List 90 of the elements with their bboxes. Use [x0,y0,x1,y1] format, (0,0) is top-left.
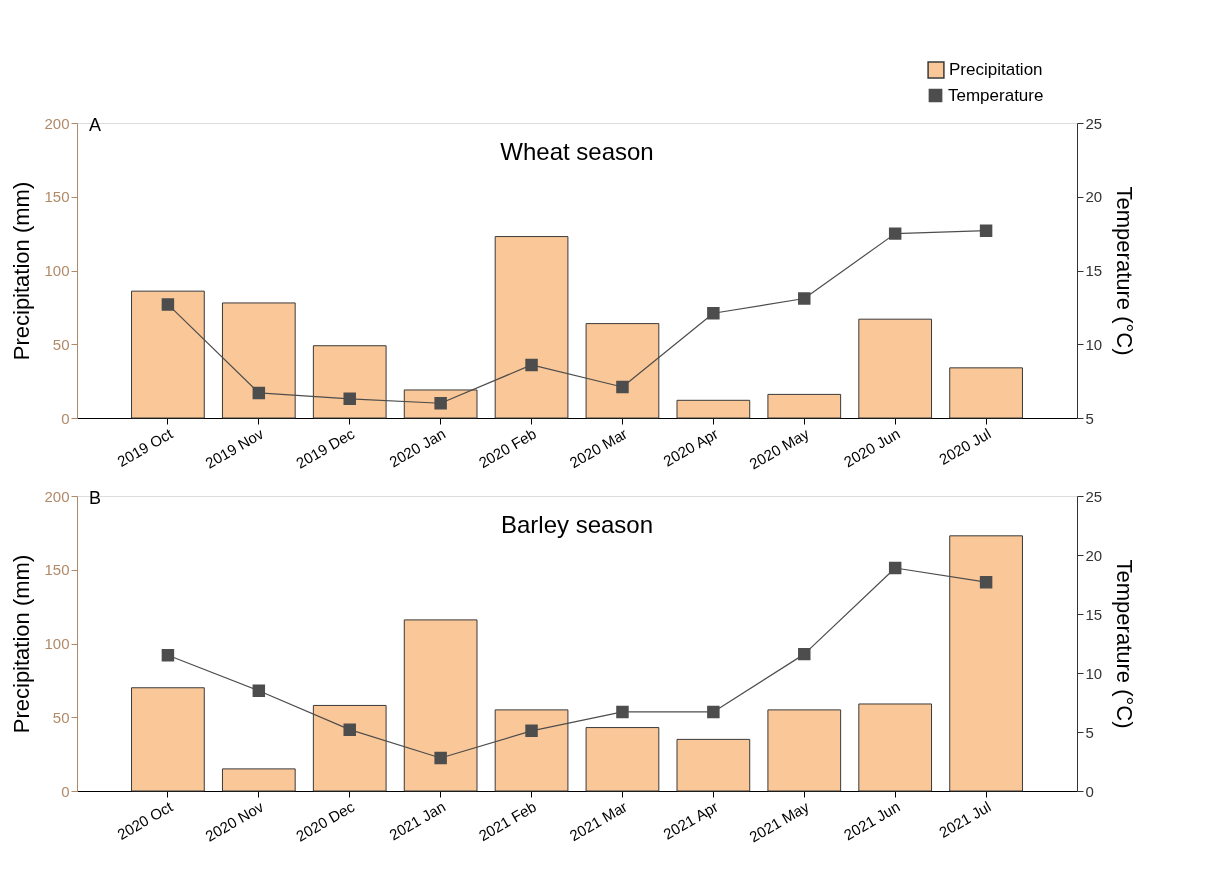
x-tick-label: 2021 Jun [840,797,903,844]
x-tick-label: 2020 Jun [840,424,903,471]
y-tick-label: 150 [44,561,70,579]
bar [858,318,933,419]
y-tick-label: 100 [44,262,70,279]
bar [221,768,296,792]
y-axis-title: Precipitation (mm) [9,181,35,361]
x-tick-label: 2021 Feb [475,797,540,845]
bar [949,535,1023,792]
bar [585,727,660,792]
y-tick-label: 100 [44,635,70,652]
bar [676,738,751,792]
point [252,386,266,400]
bar [949,367,1023,419]
bar [494,236,569,419]
point [525,724,538,738]
y-tick-label: 0 [61,782,70,800]
point [798,292,811,305]
x-tick-label: 2021 Jul [935,797,994,841]
y2-tick-label: 25 [1085,114,1103,132]
bar [312,345,387,419]
x-tick-label: 2021 Jan [386,797,449,844]
x-tick-label: 2019 Dec [293,424,358,472]
point [707,307,720,320]
y2-tick-label: 5 [1085,409,1094,427]
y2-tick-label: 20 [1085,188,1103,206]
bar [131,290,205,419]
x-tick-label: 2020 Mar [566,424,630,472]
y2-axis-title: Temperature (°C) [1112,559,1138,729]
x-tick-label: 2019 Oct [114,424,177,470]
y-tick-label: 50 [52,335,70,353]
y2-tick-label: 25 [1085,487,1103,505]
x-tick-label: 2020 Jan [386,424,449,471]
point [434,397,447,410]
point [161,649,175,662]
point [888,227,902,240]
point [616,705,629,719]
bar [221,302,296,419]
point [161,298,175,311]
bar [494,709,569,792]
y2-tick-label: 20 [1085,546,1103,564]
bar [131,687,205,792]
y2-tick-label: 15 [1085,262,1103,279]
point [979,224,993,237]
x-tick-label: 2020 Nov [202,797,267,845]
y2-axis-title: Temperature (°C) [1112,186,1138,356]
x-tick-label: 2020 Dec [293,797,358,845]
x-tick-label: 2020 Feb [475,424,540,472]
legend-label: Precipitation [949,60,1043,79]
y-tick-label: 50 [52,708,70,726]
y2-tick-label: 15 [1085,605,1103,623]
text: Wheat season [500,138,654,165]
x-tick-label: 2020 May [746,424,813,473]
bar [767,709,842,792]
point [525,358,538,372]
y2-tick-label: 5 [1085,723,1094,741]
y2-tick-label: 10 [1085,664,1103,682]
y-tick-label: 200 [44,487,70,505]
bar [312,704,387,792]
y-axis-title: Precipitation (mm) [9,554,35,734]
point [434,751,447,765]
y-tick-label: 200 [44,114,70,132]
point [616,380,629,394]
y-tick-label: 150 [44,188,70,206]
x-tick-label: 2021 Mar [566,797,630,845]
bar [585,323,660,419]
x-tick-label: 2021 Apr [660,797,721,843]
bar [676,399,751,419]
bar [858,703,933,792]
point [343,392,356,406]
point [979,575,993,589]
y2-tick-label: 10 [1085,335,1103,353]
y-tick-label: 0 [61,409,70,427]
bar [767,393,842,419]
x-tick-label: 2020 Apr [660,424,721,470]
annotation: B [89,488,102,508]
legend-label: Temperature [948,85,1044,105]
x-tick-label: 2020 Jul [935,424,994,468]
text: Barley season [500,511,654,538]
point [252,684,266,697]
annotation: A [89,115,102,135]
y2-tick-label: 0 [1085,782,1094,800]
x-tick-label: 2019 Nov [202,424,267,472]
point [798,647,811,661]
point [343,723,356,736]
bar [403,619,478,792]
x-tick-label: 2020 Oct [114,797,177,843]
x-tick-label: 2021 May [746,797,813,846]
point [888,561,902,575]
point [707,705,720,719]
